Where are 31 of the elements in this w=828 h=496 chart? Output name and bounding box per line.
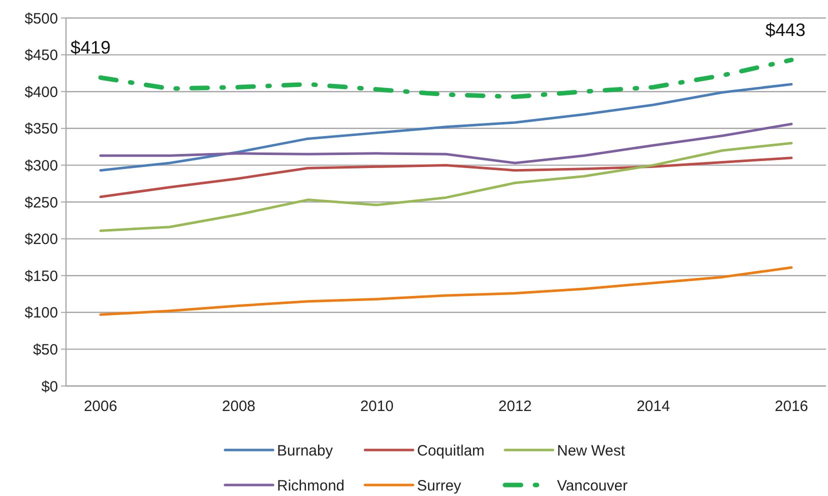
x-tick-label: 2014 [636,398,670,415]
x-tick-label: 2016 [774,398,808,415]
y-tick-label: $50 [32,341,58,358]
x-tick-label: 2012 [498,398,532,415]
y-tick-label: $150 [24,268,58,285]
line-series [99,122,793,164]
y-tick-label: $500 [24,10,58,28]
x-tick-label: 2008 [222,398,256,415]
x-tick-label: 2006 [84,398,118,415]
y-tick-label: $0 [41,378,58,396]
line-series [98,58,794,99]
line-series [99,82,793,172]
y-tick-label: $450 [24,47,58,64]
legend-label: Burnaby [277,442,334,460]
y-tick-label: $100 [24,304,58,322]
annotation: $419 [70,38,111,58]
line-series [99,156,793,198]
line-series [99,266,793,316]
line-series [99,142,793,232]
y-tick-label: $250 [24,194,58,212]
x-tick-label: 2010 [360,398,394,415]
legend-label: New West [557,442,626,460]
y-tick-label: $200 [24,231,58,248]
y-tick-label: $350 [24,120,58,138]
legend-label: Coquitlam [417,442,485,460]
legend-label: Vancouver [557,477,628,494]
annotation: $443 [765,20,806,40]
legend-label: Richmond [277,477,345,494]
y-tick-label: $400 [24,84,58,101]
legend-label: Surrey [417,477,462,494]
y-tick-label: $300 [24,157,58,174]
